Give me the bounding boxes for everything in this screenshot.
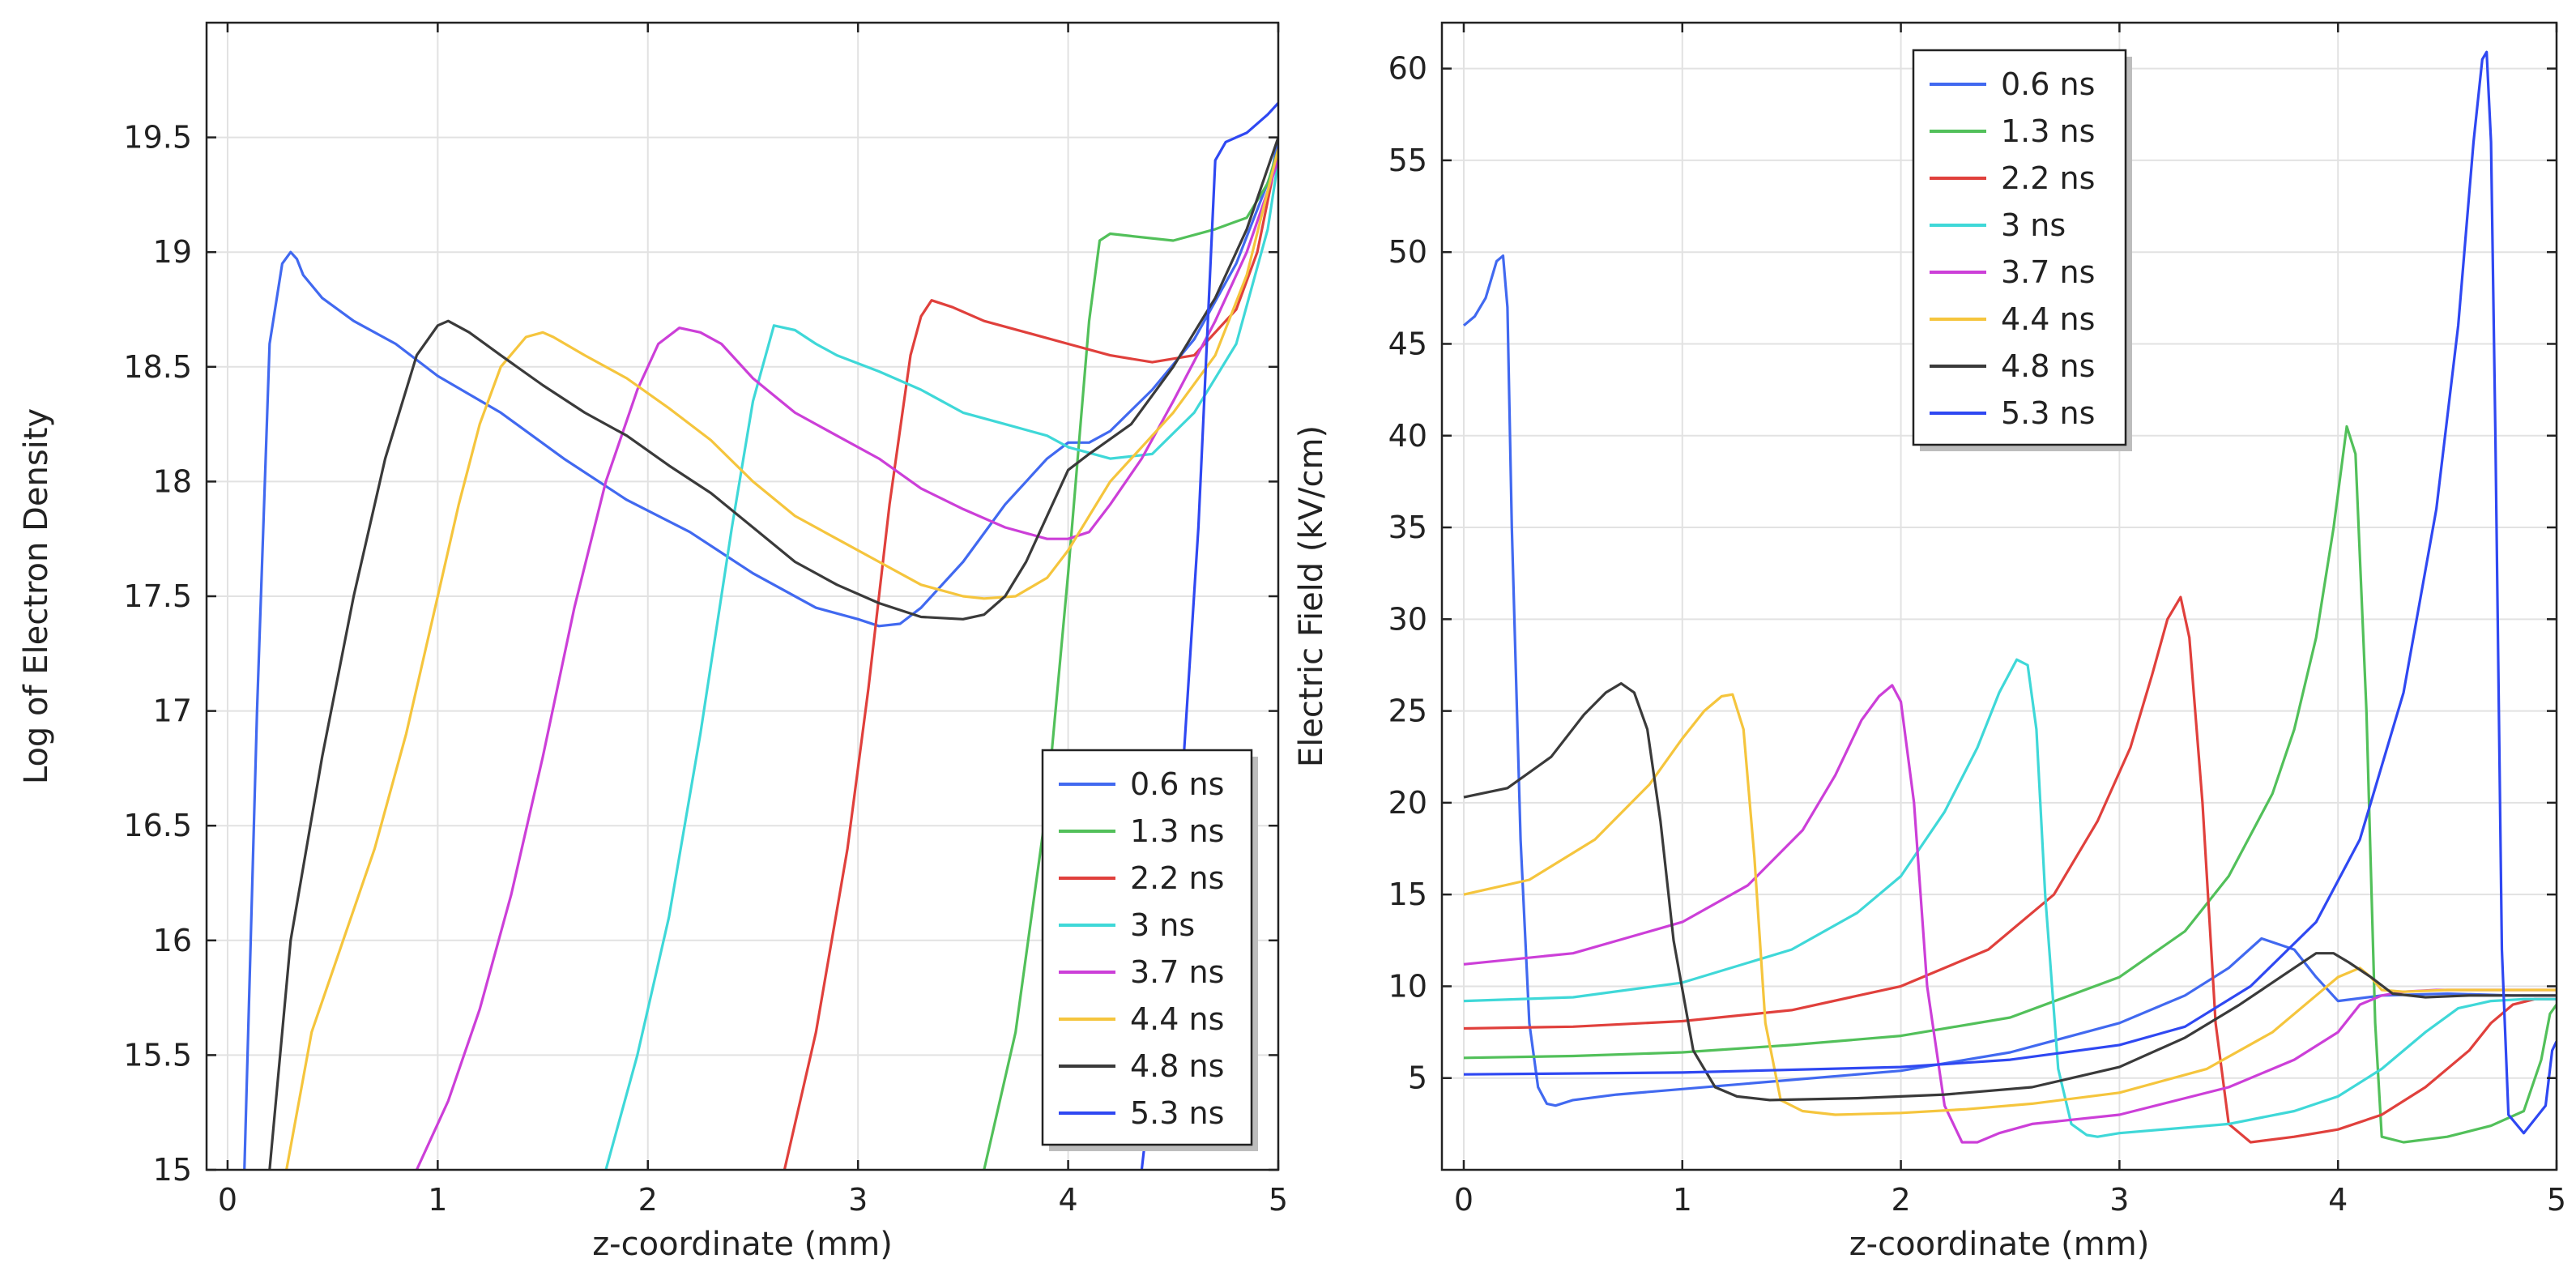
series-line-2.2-ns <box>1463 595 2557 1144</box>
legend-label: 0.6 ns <box>1130 766 1224 802</box>
x-tick-label: 0 <box>218 1182 237 1218</box>
series-line-4.8-ns <box>268 137 1278 1170</box>
legend-label: 3.7 ns <box>2001 254 2095 290</box>
legend: 0.6 ns 1.3 ns 2.2 ns 3 ns 3.7 ns 4.4 ns 4.8 ns… <box>1912 49 2132 451</box>
y-tick-label: 10 <box>1388 968 1427 1004</box>
y-axis-label: Log of Electron Density <box>18 408 55 784</box>
legend-label: 3 ns <box>2001 207 2066 243</box>
series-line-4.4-ns <box>285 148 1278 1170</box>
y-tick-label: 15 <box>1388 877 1427 912</box>
series-line-3-ns <box>1463 658 2557 1138</box>
x-tick-label: 5 <box>2547 1182 2566 1218</box>
x-tick-label: 4 <box>2328 1182 2348 1218</box>
y-tick-label: 35 <box>1388 510 1427 545</box>
x-tick-label: 5 <box>1269 1182 1288 1218</box>
series-group <box>1462 50 2557 1144</box>
series-line-3-ns <box>604 160 1278 1170</box>
legend-label: 4.4 ns <box>1130 1001 1224 1037</box>
chart-1: 0 1 2 3 4 5 15 15.5 16 16.5 17 17.5 18 18.5 19 19.5 z-co… <box>18 21 1288 1263</box>
axes-frame <box>1440 21 2558 1171</box>
legend-label: 3 ns <box>1130 907 1195 943</box>
x-tick-label: 2 <box>1891 1182 1910 1218</box>
y-tick-label: 17.5 <box>123 578 192 614</box>
legend-label: 5.3 ns <box>2001 395 2095 431</box>
y-tick-label: 55 <box>1388 143 1427 178</box>
y-tick-label: 45 <box>1388 326 1427 361</box>
legend-label: 4.8 ns <box>2001 348 2095 384</box>
y-tick-label: 19.5 <box>123 120 192 156</box>
legend-label: 0.6 ns <box>2001 66 2095 102</box>
y-tick-label: 16.5 <box>123 808 192 843</box>
y-axis-label: Electric Field (kV/cm) <box>1293 425 1330 767</box>
x-tick-label: 2 <box>638 1182 658 1218</box>
y-tick-label: 50 <box>1388 234 1427 270</box>
x-axis-label: z-coordinate (mm) <box>1849 1226 2150 1263</box>
y-tick-label: 15.5 <box>123 1037 192 1073</box>
x-tick-label: 1 <box>1673 1182 1692 1218</box>
legend: 0.6 ns 1.3 ns 2.2 ns 3 ns 3.7 ns 4.4 ns 4.8 ns… <box>1041 749 1258 1151</box>
y-tick-label: 5 <box>1408 1060 1427 1096</box>
y-tick-label: 16 <box>153 923 192 958</box>
legend-label: 3.7 ns <box>1130 954 1224 990</box>
y-tick-label: 17 <box>153 693 192 729</box>
x-tick-label: 3 <box>2109 1182 2129 1218</box>
y-tick-label: 40 <box>1388 418 1427 454</box>
legend-box <box>1912 49 2127 446</box>
x-tick-label: 4 <box>1058 1182 1077 1218</box>
y-tick-label: 60 <box>1388 51 1427 87</box>
y-tick-label: 19 <box>153 234 192 270</box>
series-line-4.8-ns <box>1463 682 2557 1102</box>
series-line-0.6-ns <box>1462 254 2557 1107</box>
legend-label: 2.2 ns <box>2001 160 2095 196</box>
legend-label: 5.3 ns <box>1130 1095 1224 1131</box>
x-tick-label: 0 <box>1454 1182 1474 1218</box>
series-line-5.3-ns <box>1463 50 2557 1135</box>
series-line-0.6-ns <box>243 137 1278 1170</box>
y-tick-label: 20 <box>1388 785 1427 821</box>
legend-box <box>1041 749 1253 1146</box>
y-tick-label: 18.5 <box>123 349 192 385</box>
y-tick-label: 15 <box>153 1152 192 1188</box>
y-tick-label: 30 <box>1388 601 1427 637</box>
legend-label: 1.3 ns <box>1130 813 1224 849</box>
y-tick-label: 18 <box>153 463 192 499</box>
series-line-1.3-ns <box>1463 425 2557 1144</box>
chart-2: 0 1 2 3 4 551015202530354045505560z-coordinat… <box>1293 21 2566 1263</box>
legend-label: 4.4 ns <box>2001 301 2095 337</box>
y-tick-label: 25 <box>1388 693 1427 729</box>
legend-label: 2.2 ns <box>1130 860 1224 896</box>
legend-label: 4.8 ns <box>1130 1048 1224 1084</box>
x-tick-label: 3 <box>848 1182 868 1218</box>
legend-label: 1.3 ns <box>2001 113 2095 149</box>
x-axis-label: z-coordinate (mm) <box>592 1226 893 1263</box>
series-line-3.7-ns <box>415 160 1278 1170</box>
x-tick-label: 1 <box>428 1182 447 1218</box>
